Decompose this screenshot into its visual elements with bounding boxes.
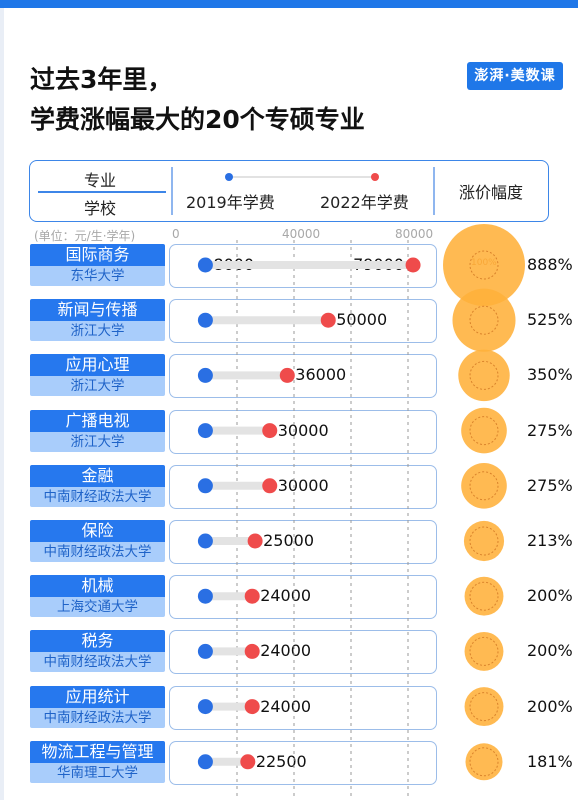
fee-2022-dot bbox=[244, 699, 260, 715]
fee-2019-dot bbox=[197, 643, 213, 659]
rise-percent: 350% bbox=[527, 365, 573, 385]
fee-2022-dot bbox=[244, 643, 260, 659]
x-tick-label: 80000 bbox=[395, 227, 434, 241]
reference-ring bbox=[469, 250, 499, 280]
legend-2022-label: 2022年学费 bbox=[320, 193, 409, 212]
reference-ring bbox=[469, 692, 499, 722]
rise-percent: 200% bbox=[527, 586, 573, 606]
school-label: 中南财经政法大学 bbox=[30, 486, 165, 507]
reference-ring bbox=[469, 305, 499, 335]
rise-percent: 275% bbox=[527, 475, 573, 495]
reference-ring bbox=[469, 471, 499, 501]
fee-2022-value: 36000 bbox=[295, 365, 347, 385]
school-label: 华南理工大学 bbox=[30, 762, 165, 783]
reference-ring bbox=[469, 416, 499, 446]
legend-2019-label: 2019年学费 bbox=[186, 193, 275, 212]
fee-2019-dot bbox=[197, 312, 213, 328]
fee-2022-dot bbox=[240, 754, 256, 770]
fee-2022-dot bbox=[247, 533, 263, 549]
fee-2019-dot bbox=[197, 588, 213, 604]
fee-2022-dot bbox=[320, 312, 336, 328]
fee-2022-value: 30000 bbox=[277, 475, 329, 495]
major-label: 国际商务 bbox=[30, 244, 165, 266]
header-separator bbox=[433, 167, 435, 215]
fee-2022-value: 25000 bbox=[263, 531, 315, 550]
rise-percent: 181% bbox=[527, 751, 573, 771]
x-tick-label: 0 bbox=[172, 227, 180, 241]
header-separator bbox=[171, 167, 173, 215]
school-label: 浙江大学 bbox=[30, 431, 165, 452]
reference-ring bbox=[469, 526, 499, 556]
rise-bubble bbox=[443, 224, 525, 306]
fee-2019-dot bbox=[197, 478, 213, 494]
header-rise: 涨价幅度 bbox=[458, 183, 523, 202]
major-label: 应用心理 bbox=[30, 354, 165, 377]
rise-bubble bbox=[461, 407, 507, 454]
major-label: 金融 bbox=[30, 464, 165, 487]
fee-2019-dot bbox=[197, 533, 213, 549]
fee-2022-dot bbox=[262, 478, 278, 494]
fee-2019-dot bbox=[197, 754, 213, 770]
top-accent-bar bbox=[0, 0, 578, 8]
rise-percent: 275% bbox=[527, 420, 573, 440]
rise-bubble bbox=[458, 349, 510, 402]
fee-2019-dot bbox=[197, 257, 213, 273]
school-label: 中南财经政法大学 bbox=[30, 542, 165, 562]
x-tick-label: 40000 bbox=[282, 227, 321, 241]
rise-percent: 213% bbox=[527, 531, 573, 550]
school-label: 东华大学 bbox=[30, 266, 165, 286]
rise-percent: 525% bbox=[527, 310, 573, 330]
fee-2022-value: 24000 bbox=[260, 586, 312, 606]
fee-2022-dot bbox=[244, 588, 260, 604]
title-line-2: 学费涨幅最大的20个专硕专业 bbox=[30, 105, 365, 134]
fee-2022-dot bbox=[405, 257, 421, 273]
fee-2022-value: 24000 bbox=[260, 641, 312, 661]
rise-percent: 200% bbox=[527, 696, 573, 716]
reference-ring bbox=[469, 360, 499, 390]
left-border bbox=[0, 8, 4, 800]
rise-bubble bbox=[452, 288, 516, 352]
page-title: 过去3年里， 学费涨幅最大的20个专硕专业 bbox=[30, 60, 470, 140]
legend-2022-dot bbox=[371, 173, 379, 181]
fee-2022-value: 30000 bbox=[277, 420, 329, 440]
reference-ring bbox=[469, 581, 499, 611]
rise-percent: 200% bbox=[527, 641, 573, 661]
major-label: 广播电视 bbox=[30, 409, 165, 432]
table-header: 专业 学校 2019年学费 2022年学费 涨价幅度 bbox=[29, 160, 549, 222]
legend-2019-dot bbox=[225, 173, 233, 181]
major-label: 应用统计 bbox=[30, 685, 165, 708]
rise-bubble bbox=[461, 462, 507, 509]
major-label: 税务 bbox=[30, 630, 165, 653]
school-label: 浙江大学 bbox=[30, 376, 165, 397]
fee-2022-dot bbox=[279, 367, 295, 383]
major-label: 保险 bbox=[30, 520, 165, 542]
school-label: 上海交通大学 bbox=[30, 597, 165, 618]
header-school: 学校 bbox=[83, 199, 116, 218]
fee-2022-value: 24000 bbox=[260, 696, 312, 716]
rise-bubble bbox=[465, 743, 503, 781]
reference-ring bbox=[469, 636, 499, 666]
school-label: 中南财经政法大学 bbox=[30, 707, 165, 728]
header-major: 专业 bbox=[83, 171, 116, 190]
major-label: 机械 bbox=[30, 575, 165, 598]
legend-line bbox=[229, 176, 375, 178]
fee-2019-dot bbox=[197, 699, 213, 715]
major-label: 新闻与传播 bbox=[30, 299, 165, 322]
fee-2019-dot bbox=[197, 423, 213, 439]
fee-2019-dot bbox=[197, 367, 213, 383]
header-divider bbox=[38, 191, 166, 193]
major-label: 物流工程与管理 bbox=[30, 740, 165, 763]
title-line-1: 过去3年里， bbox=[30, 65, 173, 94]
fee-2022-value: 50000 bbox=[336, 310, 388, 330]
unit-label: (单位：元/生·学年) bbox=[34, 229, 136, 243]
school-label: 中南财经政法大学 bbox=[30, 652, 165, 673]
fee-2022-dot bbox=[262, 423, 278, 439]
rise-percent: 888% bbox=[527, 255, 573, 274]
school-label: 浙江大学 bbox=[30, 321, 165, 342]
brand-logo: 澎湃·美数课 bbox=[467, 62, 563, 90]
reference-ring bbox=[469, 747, 499, 777]
